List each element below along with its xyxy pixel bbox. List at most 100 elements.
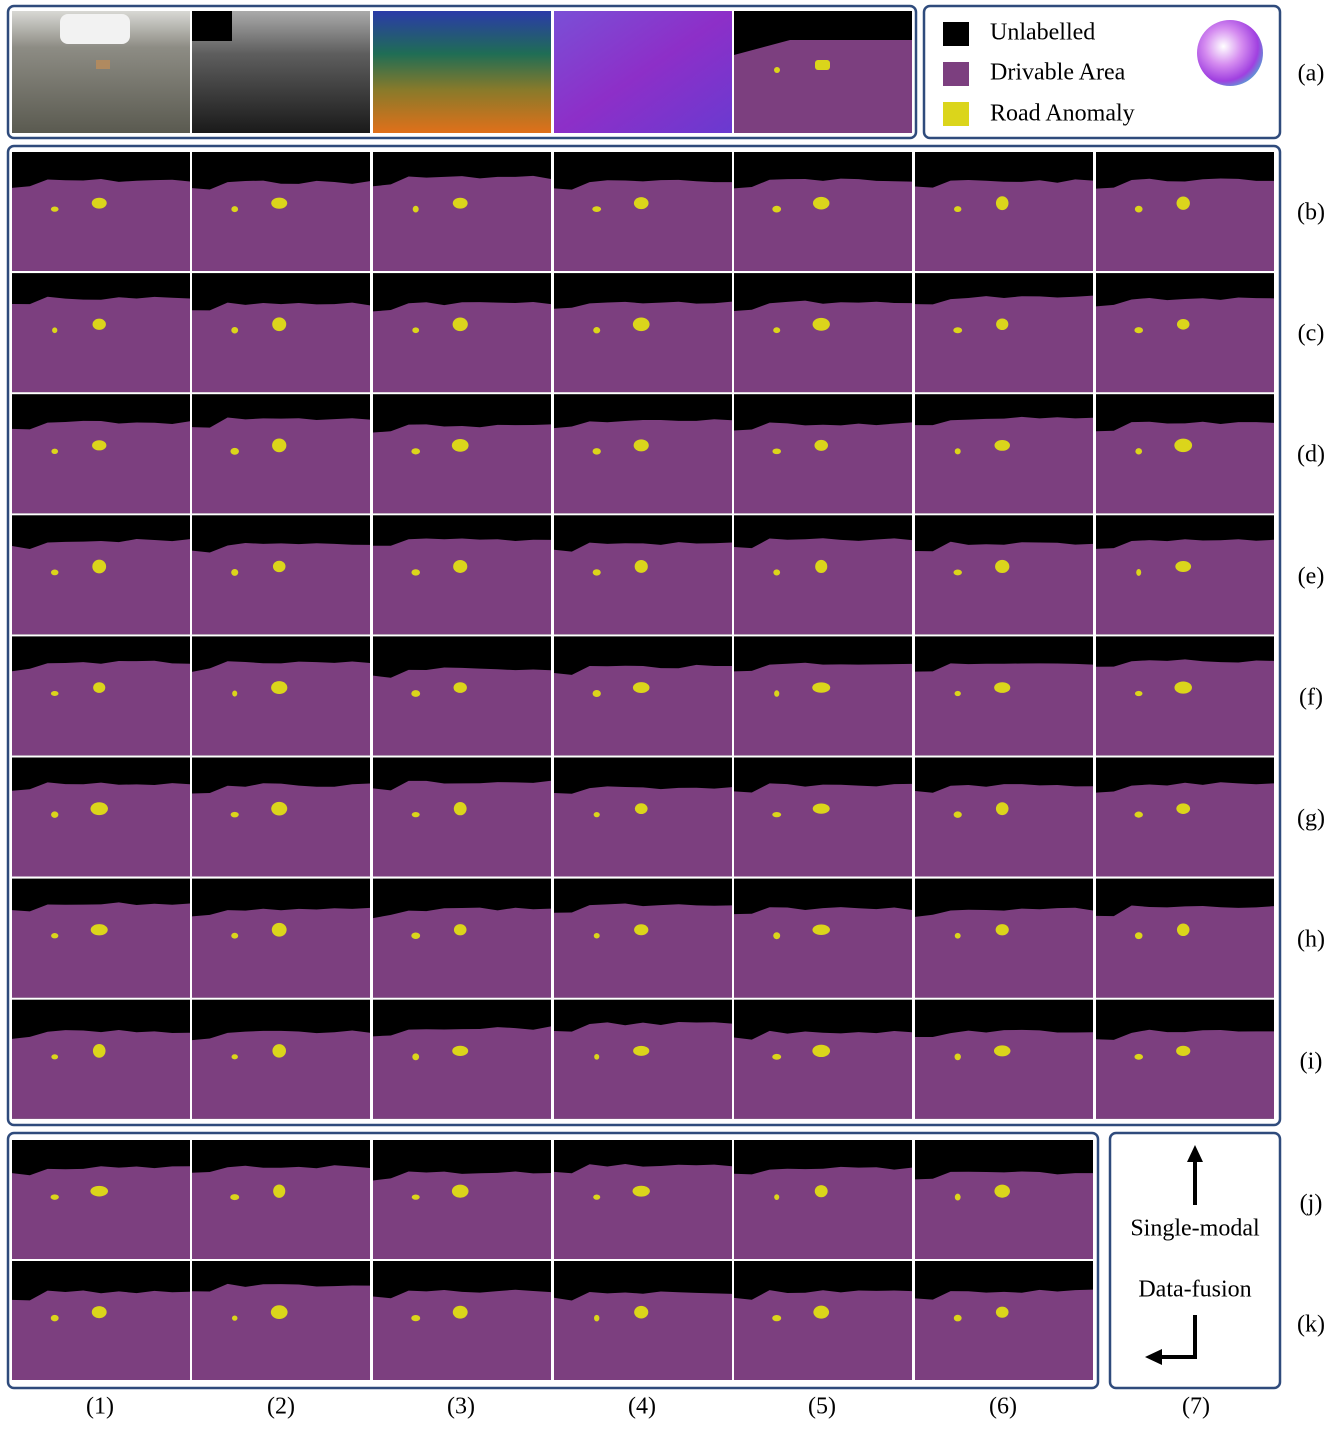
mask-anomaly <box>592 448 601 455</box>
mask-anomaly <box>411 932 421 939</box>
mask-anomaly <box>994 1184 1010 1198</box>
mask-drivable <box>554 1164 732 1259</box>
mask-anomaly <box>92 318 106 330</box>
mask-anomaly <box>452 1045 469 1057</box>
mask-anomaly <box>1134 1053 1143 1060</box>
legend-label: Road Anomaly <box>990 101 1135 127</box>
mask-anomaly <box>453 682 467 693</box>
mask-anomaly <box>50 206 59 212</box>
mask-anomaly <box>91 1306 107 1319</box>
box-object <box>96 60 110 69</box>
mask-anomaly <box>50 1314 59 1322</box>
gt-drivable <box>734 40 912 133</box>
mask-anomaly <box>1134 932 1143 940</box>
mask-anomaly <box>592 569 601 576</box>
mask-anomaly <box>52 327 58 334</box>
arrow-head <box>1145 1349 1162 1365</box>
mask-drivable <box>12 1290 190 1380</box>
mask-drivable <box>192 661 370 756</box>
mask-drivable <box>192 417 370 514</box>
mask-anomaly <box>812 317 830 331</box>
mask-anomaly <box>953 1314 962 1322</box>
mask-anomaly <box>1176 923 1190 937</box>
mask-anomaly <box>995 924 1009 936</box>
mask-anomaly <box>1175 560 1192 572</box>
mask-anomaly <box>412 327 420 334</box>
mask-anomaly <box>593 811 600 818</box>
row-label: (j) <box>1300 1191 1323 1217</box>
column-label: (4) <box>628 1394 656 1420</box>
normal-image <box>554 11 732 133</box>
mask-anomaly <box>953 569 962 576</box>
mask-drivable <box>554 419 732 514</box>
car <box>60 14 130 44</box>
direction-label: Single-modal <box>1130 1216 1260 1242</box>
mask-drivable <box>373 1026 551 1119</box>
mask-anomaly <box>632 317 650 332</box>
row-label: (i) <box>1300 1049 1323 1075</box>
mask-anomaly <box>995 196 1009 211</box>
mask-anomaly <box>51 448 59 455</box>
row-label: (b) <box>1297 200 1325 226</box>
mask-anomaly <box>231 1315 238 1321</box>
mask-anomaly <box>593 932 600 939</box>
mask-anomaly <box>1176 803 1191 814</box>
row-a-box <box>6 4 918 140</box>
mask-anomaly <box>995 1306 1009 1318</box>
mask-anomaly <box>231 1054 238 1060</box>
mask-drivable <box>915 541 1093 635</box>
mask-anomaly <box>1135 448 1143 455</box>
mask-anomaly <box>272 560 286 573</box>
column-label: (3) <box>447 1394 475 1420</box>
mask-anomaly <box>954 1193 961 1201</box>
mask-anomaly <box>451 438 469 452</box>
mask-anomaly <box>273 1184 286 1198</box>
mask-anomaly <box>411 569 421 576</box>
mask-anomaly <box>230 447 239 455</box>
mask-anomaly <box>1134 690 1143 697</box>
mask-anomaly <box>953 811 962 818</box>
mask-drivable <box>915 295 1093 393</box>
legend-label: Unlabelled <box>990 20 1095 46</box>
mask-anomaly <box>994 439 1010 451</box>
mask-anomaly <box>92 1044 106 1058</box>
mask-anomaly <box>954 932 961 939</box>
mask-anomaly <box>230 811 239 818</box>
mask-anomaly <box>271 922 287 937</box>
mask-drivable <box>12 660 190 756</box>
mask-drivable <box>554 664 732 756</box>
mask-anomaly <box>814 1185 828 1198</box>
mask-anomaly <box>772 1314 782 1322</box>
mask-anomaly <box>812 803 830 814</box>
mask-anomaly <box>814 439 828 451</box>
mask-drivable <box>734 783 912 877</box>
mask-drivable <box>915 784 1093 877</box>
mask-anomaly <box>50 1194 59 1200</box>
row-label: (g) <box>1297 806 1325 832</box>
mask-anomaly <box>1134 327 1144 334</box>
mask-anomaly <box>272 1044 286 1058</box>
mask-anomaly <box>995 559 1010 574</box>
mask-anomaly <box>772 1053 782 1060</box>
gt-anomaly <box>815 60 830 70</box>
row-label: (a) <box>1298 61 1325 87</box>
mask-anomaly <box>594 1053 600 1060</box>
mask-drivable <box>915 1289 1093 1380</box>
mask-drivable <box>734 300 912 393</box>
mask-anomaly <box>51 1054 59 1060</box>
row-label: (e) <box>1298 564 1325 590</box>
mask-anomaly <box>92 440 107 451</box>
mask-anomaly <box>453 559 468 573</box>
mask-drivable <box>554 301 732 393</box>
mask-drivable <box>12 538 190 635</box>
row-label: (c) <box>1298 321 1325 347</box>
row-label: (k) <box>1297 1312 1325 1338</box>
mask-anomaly <box>593 1194 601 1200</box>
mask-drivable <box>373 1171 551 1259</box>
mask-anomaly <box>231 568 239 576</box>
mask-anomaly <box>772 205 782 213</box>
mask-anomaly <box>772 448 781 455</box>
mask-drivable <box>1096 178 1274 271</box>
mask-drivable <box>554 1291 732 1380</box>
mask-anomaly <box>412 205 419 213</box>
